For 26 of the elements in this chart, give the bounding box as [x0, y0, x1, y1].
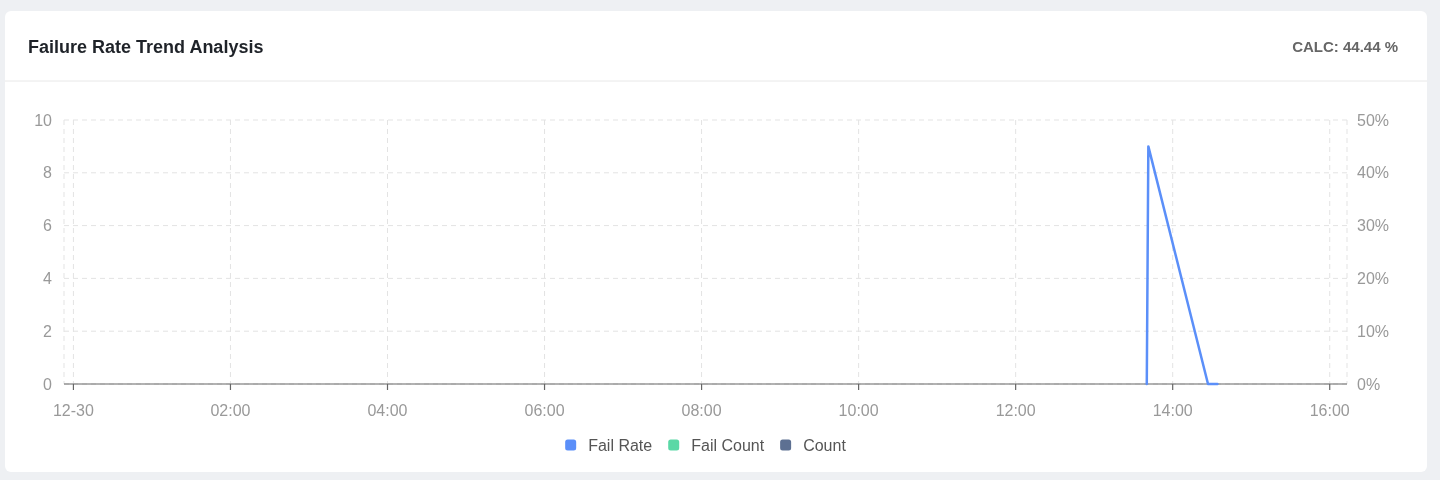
legend-label: Fail Rate [588, 436, 653, 454]
y-tick-label: 2 [43, 322, 53, 340]
x-tick-label: 16:00 [1309, 402, 1350, 419]
x-tick-label: 06:00 [524, 402, 565, 419]
x-tick-label: 12:00 [995, 402, 1036, 419]
y-tick-label: 10 [34, 111, 53, 129]
y2-tick-label: 0% [1357, 375, 1381, 393]
text: CALC: 44.44 % [1292, 38, 1398, 55]
x-tick-label: 02:00 [210, 402, 251, 419]
x-tick-label: 08:00 [681, 402, 722, 419]
y-tick-label: 0 [43, 375, 53, 393]
x-tick-label: 14:00 [1152, 402, 1193, 419]
y2-tick-label: 50% [1357, 111, 1390, 129]
y-tick-label: 6 [43, 217, 53, 235]
y-tick-label: 8 [43, 164, 53, 182]
y2-tick-label: 40% [1357, 164, 1390, 182]
x-tick-label: 04:00 [367, 402, 408, 419]
legend-label: Fail Count [691, 436, 765, 454]
legend-label: Count [803, 436, 847, 454]
y2-tick-label: 20% [1357, 270, 1390, 287]
y2-tick-label: 30% [1357, 217, 1390, 235]
x-tick-label: 12-30 [52, 402, 94, 419]
y2-tick-label: 10% [1357, 322, 1390, 340]
y-tick-label: 4 [43, 270, 53, 287]
chart-title: Failure Rate Trend Analysis [28, 37, 264, 57]
x-tick-label: 10:00 [838, 402, 879, 419]
